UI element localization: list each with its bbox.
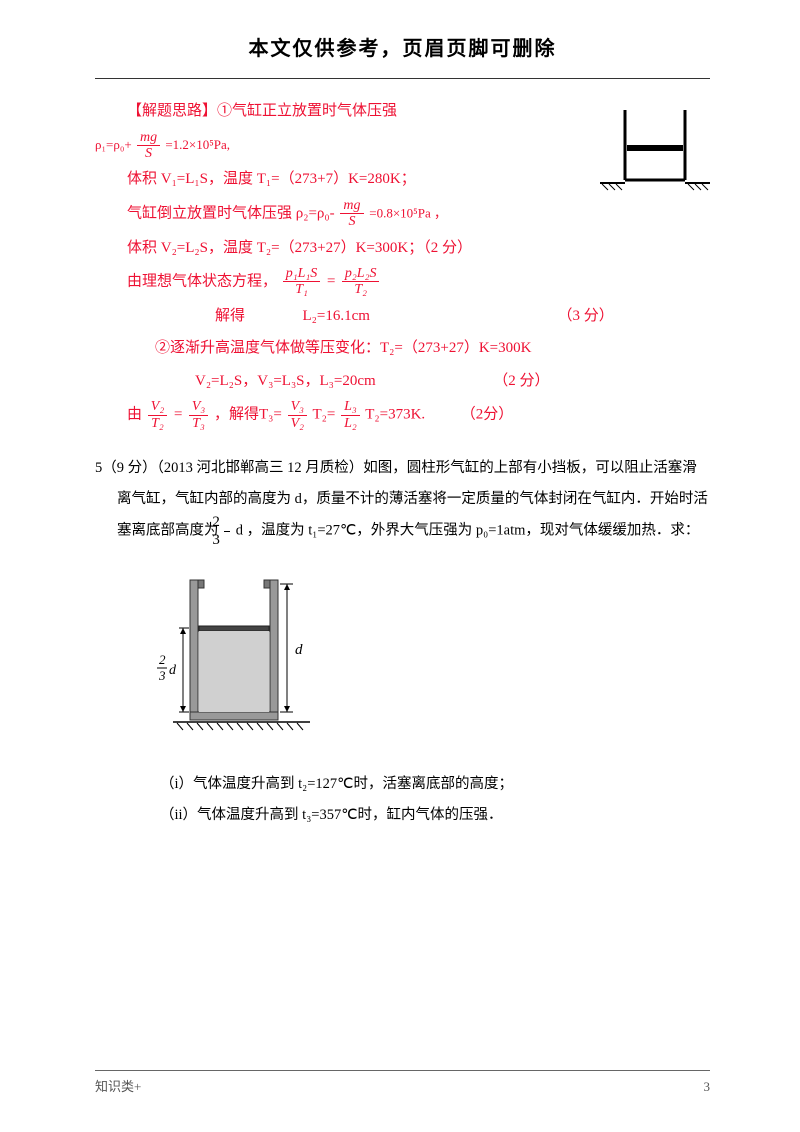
eq9a-rd: T₃ [189, 416, 208, 431]
problem5-q1: （i）气体温度升高到 t₂=127℃时，活塞离底部的高度； [95, 769, 710, 801]
cylinder-diagram-upright [600, 105, 710, 205]
eq9a-r: V₃ T₃ [189, 399, 208, 431]
eq3-frac: mg S [340, 198, 363, 230]
p5-frac: 2 3 [224, 514, 230, 548]
eq5-rn: p₂L₂S [342, 266, 380, 282]
eq9c-n: L₃ [341, 399, 360, 415]
l6-score: （3 分） [374, 302, 614, 331]
eq1-frac: mg S [137, 130, 160, 162]
l9b: ，解得T₃= [214, 407, 282, 423]
eq1-lhs: ρ₁=ρ₀+ [95, 136, 132, 151]
line-solve-l2: 解得 L₂=16.1cm （3 分） [95, 302, 710, 331]
eq5-left: p₁L₁S T₁ [283, 266, 321, 298]
svg-text:d: d [169, 663, 177, 678]
svg-text:3: 3 [158, 668, 166, 683]
footer-page-number: 3 [704, 1075, 711, 1100]
line-ideal-gas: 由理想气体状态方程， p₁L₁S T₁ = p₂L₂S T₂ [95, 266, 710, 298]
line-part2: ②逐渐升高温度气体做等压变化：T₂=（273+27）K=300K [95, 334, 710, 363]
eq5-right: p₂L₂S T₂ [342, 266, 380, 298]
eq5-ld: T₁ [283, 282, 321, 297]
problem5-q2: （ii）气体温度升高到 t₃=357℃时，缸内气体的压强． [95, 800, 710, 832]
line3b: =0.8×10⁵Pa ， [369, 205, 447, 220]
eq5-equals: = [326, 273, 340, 289]
eq9c: L₃ L₂ [341, 399, 360, 431]
eq1-den: S [137, 146, 160, 161]
line3a: 气缸倒立放置时气体压强 ρ₂=ρ₀- [127, 205, 335, 221]
header-rule [95, 78, 710, 79]
l8: V₂=L₂S，V₃=L₃S，L₃=20cm [195, 373, 376, 389]
p5-fn: 2 [224, 514, 230, 532]
line-v3: V₂=L₂S，V₃=L₃S，L₃=20cm （2 分） [95, 367, 710, 396]
page-header: 本文仅供参考，页眉页脚可删除 [95, 30, 710, 68]
eq5-ln: p₁L₁S [283, 266, 321, 282]
cylinder-diagram-problem5: 2 3 d d [155, 570, 330, 740]
line-final: 由 V₂ T₂ = V₃ T₃ ，解得T₃= V₃ V₂ T₂= L₃ L₂ T… [95, 399, 710, 431]
eq5-rd: T₂ [342, 282, 380, 297]
eq9b: V₃ V₂ [288, 399, 307, 431]
l9d: T₂=373K. [365, 407, 425, 423]
eq9a-ln: V₂ [148, 399, 167, 415]
problem-5: 5（9 分）（2013 河北邯郸高三 12 月质检）如图，圆柱形气缸的上部有小挡… [95, 453, 710, 548]
eq3-den: S [340, 214, 363, 229]
l6-label: 解得 [215, 308, 245, 324]
l9a: 由 [127, 407, 142, 423]
line-v2: 体积 V₂=L₂S，温度 T₂=（273+27）K=300K；（2 分） [95, 234, 710, 263]
l8-score: （2 分） [379, 367, 549, 396]
eq9a-rn: V₃ [189, 399, 208, 415]
p5-fd: 3 [224, 532, 230, 549]
l9c: T₂= [313, 407, 336, 423]
content-area: 【解题思路】①气缸正立放置时气体压强 ρ₁=ρ₀+ mg S =1.2×10⁵P… [95, 97, 710, 832]
p5-tail: d ，温度为 t₁=27℃，外界大气压强为 p₀=1atm，现对气体缓缓加热．求… [236, 522, 700, 538]
page-footer: 知识类+ 3 [95, 1070, 710, 1100]
eq9b-n: V₃ [288, 399, 307, 415]
eq9b-d: V₂ [288, 416, 307, 431]
svg-text:d: d [295, 642, 303, 658]
line5a: 由理想气体状态方程， [127, 273, 277, 289]
eq9c-d: L₂ [341, 416, 360, 431]
eq3-num: mg [340, 198, 363, 214]
eq9a-l: V₂ T₂ [148, 399, 167, 431]
eq9a-ld: T₂ [148, 416, 167, 431]
footer-left: 知识类+ [95, 1075, 141, 1100]
svg-text:2: 2 [159, 652, 166, 667]
eq1-num: mg [137, 130, 160, 146]
eq1-rhs: =1.2×10⁵Pa, [165, 136, 230, 151]
l9-score: （2分） [461, 407, 514, 423]
eq9a-eq: = [173, 407, 187, 423]
l6-val: L₂=16.1cm [303, 308, 370, 324]
